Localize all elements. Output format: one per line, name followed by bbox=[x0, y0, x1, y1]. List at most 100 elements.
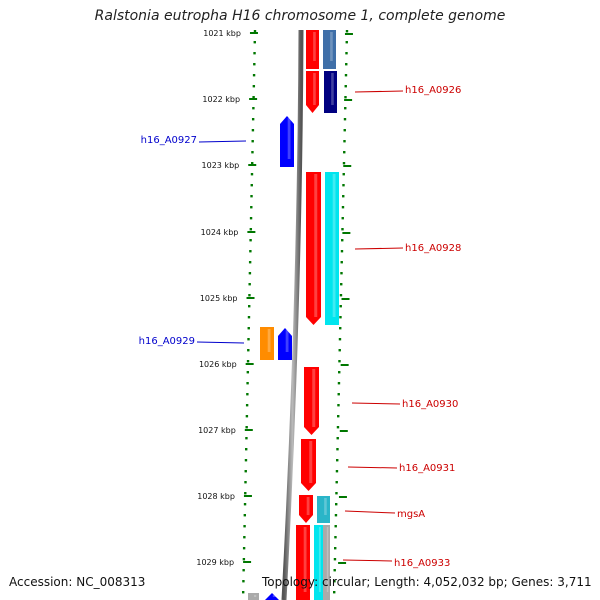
feature-track bbox=[248, 30, 339, 600]
ruler-dot bbox=[335, 481, 338, 484]
ruler-dot bbox=[337, 415, 340, 418]
ruler-dot bbox=[243, 503, 247, 506]
gene-label-leader bbox=[344, 510, 396, 514]
ruler-dot bbox=[340, 272, 343, 275]
cds-feature-shading bbox=[285, 330, 289, 352]
ruler-dot bbox=[243, 514, 247, 517]
ruler-dot bbox=[252, 85, 256, 88]
ruler-dot bbox=[336, 426, 340, 429]
ruler-dot bbox=[251, 129, 255, 132]
ruler-dot bbox=[247, 338, 250, 341]
cds-feature-shading bbox=[314, 174, 318, 317]
ruler-dot bbox=[344, 96, 347, 99]
ruler-dot bbox=[248, 283, 251, 286]
ruler-dot bbox=[338, 360, 341, 363]
cds-feature-shading bbox=[332, 174, 336, 317]
ruler-dot bbox=[337, 404, 340, 407]
cds-feature-arrow bbox=[324, 71, 337, 113]
topology-text: Topology: circular; Length: 4,052,032 bp… bbox=[262, 575, 592, 589]
ruler-dot bbox=[250, 173, 254, 176]
ruler-dot bbox=[253, 52, 256, 55]
ruler-dot bbox=[241, 591, 245, 594]
ruler-dot bbox=[253, 41, 256, 44]
ruler-dot bbox=[336, 459, 339, 462]
ruler-dot bbox=[343, 129, 346, 132]
backbone-arc bbox=[281, 29, 304, 600]
gene-label: h16_A0926 bbox=[405, 85, 461, 96]
ruler-dot bbox=[342, 162, 346, 165]
ruler-dot bbox=[245, 426, 248, 429]
ruler-dot bbox=[343, 140, 346, 143]
ruler-dot bbox=[252, 107, 255, 110]
ruler-dot bbox=[339, 305, 342, 308]
ruler-dot bbox=[250, 195, 253, 198]
gene-label: mgsA bbox=[397, 509, 425, 520]
gene-label-leader bbox=[196, 341, 245, 344]
cds-feature-arrow bbox=[314, 525, 323, 600]
ruler-dot bbox=[244, 470, 247, 473]
ruler-dot bbox=[252, 96, 255, 99]
ruler-dot bbox=[251, 118, 255, 121]
kbp-tick-label: 1029 kbp bbox=[196, 558, 234, 567]
ruler-dot bbox=[245, 404, 249, 407]
cds-feature-shading bbox=[254, 595, 257, 597]
ruler-dot bbox=[249, 217, 253, 220]
ruler-dot bbox=[333, 580, 336, 583]
gene-label-leader bbox=[354, 247, 404, 250]
cds-feature-arrow bbox=[280, 116, 294, 167]
cds-feature-arrow bbox=[265, 593, 279, 600]
cds-feature-shading bbox=[312, 369, 316, 427]
ruler-dot bbox=[345, 63, 348, 66]
ruler-dot bbox=[335, 503, 338, 506]
kbp-tick-label: 1026 kbp bbox=[199, 360, 237, 369]
cds-feature-arrow bbox=[260, 327, 274, 360]
ruler-dot bbox=[337, 382, 341, 385]
ruler-dot bbox=[335, 492, 338, 495]
cds-feature-arrow bbox=[299, 495, 313, 523]
ruler-dot bbox=[338, 349, 341, 352]
kbp-tick-label: 1027 kbp bbox=[198, 426, 236, 435]
ruler-dot bbox=[253, 30, 257, 33]
kbp-tick-label: 1024 kbp bbox=[201, 228, 239, 237]
cds-feature-arrow bbox=[323, 30, 336, 69]
cds-feature-arrow bbox=[301, 439, 316, 491]
kbp-tick-label: 1021 kbp bbox=[203, 29, 241, 38]
ruler-dot bbox=[247, 327, 250, 330]
ruler-dot bbox=[249, 228, 253, 231]
cds-feature-shading bbox=[309, 441, 313, 483]
gene-label: h16_A0927 bbox=[141, 135, 197, 146]
ruler-dot bbox=[342, 195, 345, 198]
ruler-dot bbox=[247, 349, 250, 352]
ruler-dot bbox=[249, 250, 252, 253]
ruler-dot bbox=[242, 558, 246, 561]
ruler-dot bbox=[242, 569, 245, 572]
cds-feature-shading bbox=[326, 527, 329, 592]
ruler-dot bbox=[341, 217, 344, 220]
gene-label: h16_A0929 bbox=[139, 336, 195, 347]
gene-label: h16_A0930 bbox=[402, 399, 458, 410]
gene-label: h16_A0928 bbox=[405, 243, 461, 254]
ruler-dot bbox=[250, 206, 253, 209]
ruler-dot bbox=[248, 272, 252, 275]
ruler-dot bbox=[334, 536, 337, 539]
ruler-dot bbox=[338, 371, 341, 374]
cds-feature-shading bbox=[303, 527, 307, 592]
ruler-dot bbox=[334, 547, 337, 550]
cds-feature-shading bbox=[306, 497, 310, 515]
ruler-dot bbox=[337, 393, 340, 396]
ruler-dot bbox=[242, 580, 245, 583]
ruler-dots bbox=[241, 30, 349, 594]
kbp-tick-label: 1022 kbp bbox=[202, 95, 240, 104]
ruler-dot bbox=[334, 525, 337, 528]
cds-feature-arrow bbox=[296, 525, 310, 600]
ruler-dot bbox=[339, 316, 342, 319]
cds-feature-arrow bbox=[317, 496, 330, 523]
cds-feature-arrow bbox=[306, 30, 319, 69]
ruler-dot bbox=[340, 261, 343, 264]
ruler-dot bbox=[247, 316, 251, 319]
ruler-dot bbox=[246, 393, 249, 396]
gene-labels: h16_A0926 h16_A0927 h16_A0928 h16_A0929 h16_… bbox=[139, 85, 462, 569]
ruler-dot bbox=[249, 239, 252, 242]
ruler-dot bbox=[243, 536, 246, 539]
cds-feature-shading bbox=[330, 32, 333, 61]
